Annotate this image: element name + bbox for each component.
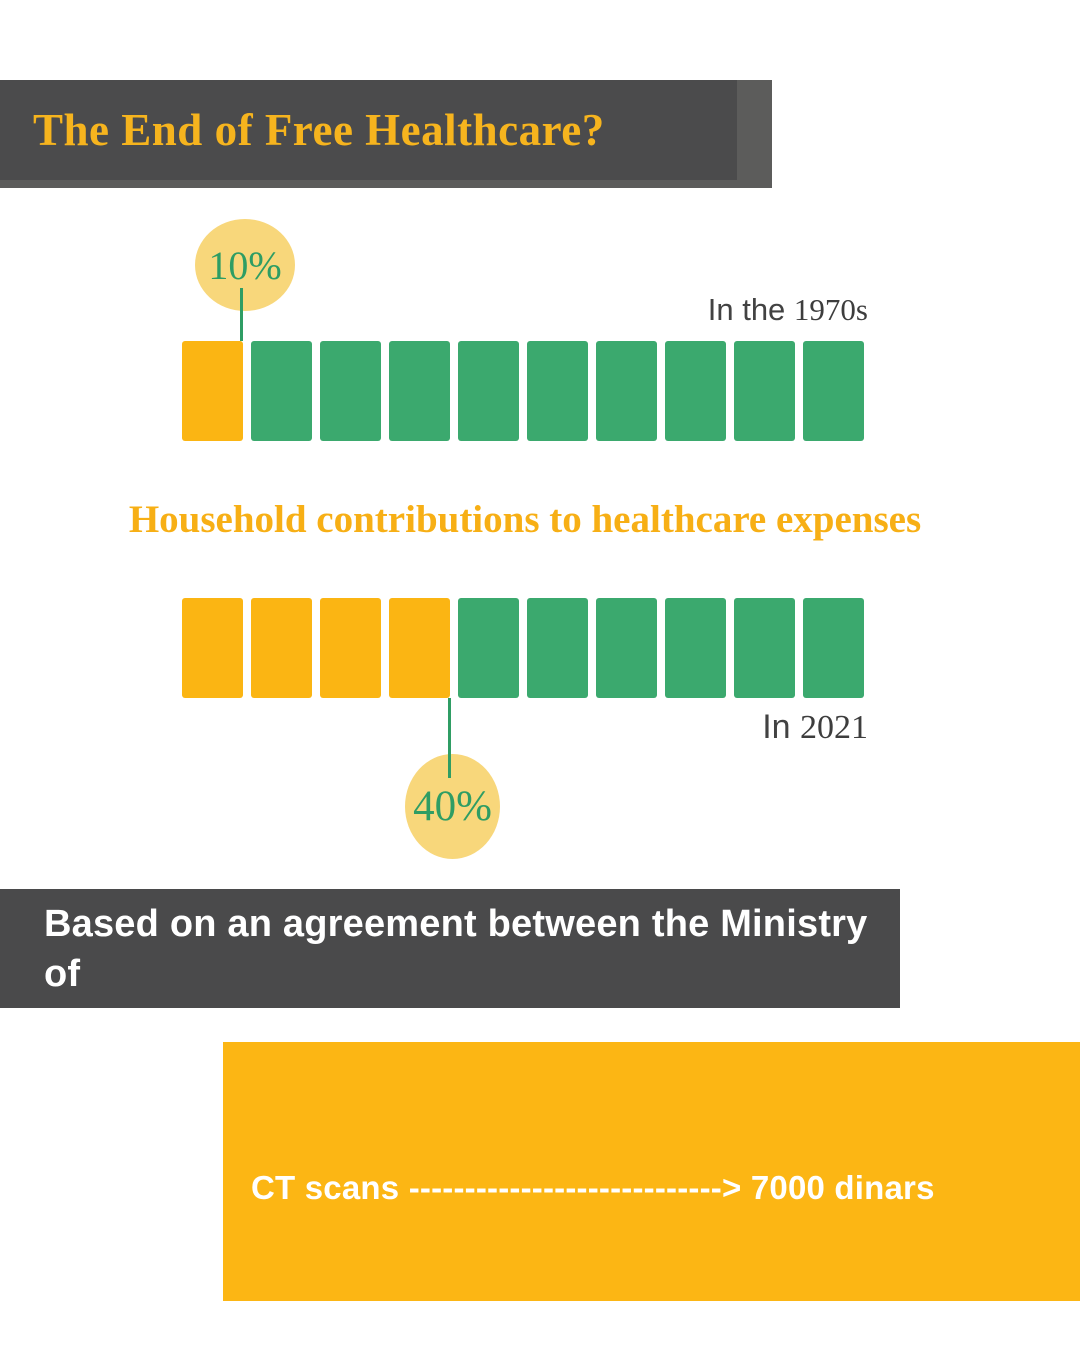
chart-title: Household contributions to healthcare ex… [128,498,922,541]
price-item-value: 7000 dinars [750,1169,935,1206]
remaining-share-block [803,598,864,698]
percent-bubble-1970s: 10% [195,219,295,311]
household-share-block [182,341,243,441]
era-prefix-2021: In [762,708,791,746]
price-item-label: CT scans [251,1169,400,1206]
remaining-share-block [389,341,450,441]
pictograph-row-2021 [182,598,864,698]
era-label-2021: In 2021 [762,708,868,747]
remaining-share-block [527,598,588,698]
era-year-2021: 2021 [800,709,868,746]
remaining-share-block [734,341,795,441]
percent-value-1970s: 10% [208,242,282,288]
connector-line-2021 [448,698,451,778]
agreement-banner: Based on an agreement between the Minist… [0,889,900,1045]
price-item-leader: ---------------------------> [408,1313,750,1350]
remaining-share-block [803,341,864,441]
price-list: CT scans ----------------------------> 7… [223,1042,1080,1350]
price-row-pcr-tests: PCR tests ---------------------------> 8… [251,1308,1080,1350]
remaining-share-block [320,341,381,441]
era-label-1970s: In the 1970s [708,292,868,328]
era-prefix-1970s: In the [707,292,786,327]
page-title: The End of Free Healthcare? [33,105,605,155]
price-item-value: 8800 dinars [749,1313,933,1350]
remaining-share-block [251,341,312,441]
household-share-block [320,598,381,698]
remaining-share-block [665,598,726,698]
price-item-leader: ----------------------------> [399,1169,751,1206]
percent-bubble-2021: 40% [405,754,500,859]
price-row-ct-scans: CT scans ----------------------------> 7… [251,1164,1080,1212]
remaining-share-block [527,341,588,441]
household-share-block [251,598,312,698]
remaining-share-block [596,598,657,698]
remaining-share-block [596,341,657,441]
pictograph-row-1970s [182,341,864,441]
remaining-share-block [458,598,519,698]
agreement-banner-line1: Based on an agreement between the Minist… [44,903,868,995]
remaining-share-block [665,341,726,441]
remaining-share-block [734,598,795,698]
agreement-banner-line2: Health and the private sector [44,1003,572,1045]
title-banner-edge: The End of Free Healthcare? [0,80,772,188]
era-year-1970s: 1970s [793,292,868,327]
household-share-block [389,598,450,698]
price-item-label: PCR tests [251,1313,409,1350]
remaining-share-block [458,341,519,441]
title-banner: The End of Free Healthcare? [0,80,737,180]
connector-line-1970s [240,288,243,341]
household-share-block [182,598,243,698]
percent-value-2021: 40% [413,783,492,830]
